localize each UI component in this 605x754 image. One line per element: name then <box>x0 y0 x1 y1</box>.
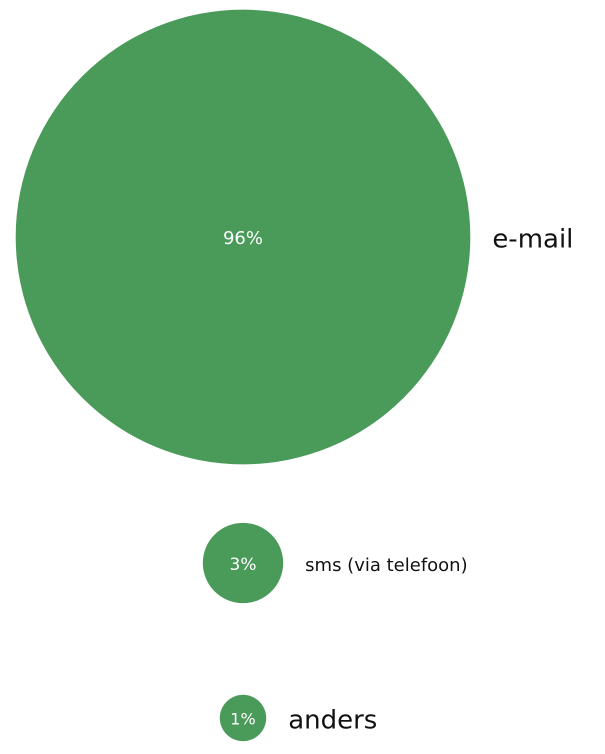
bubble <box>15 9 471 465</box>
category-label: e-mail <box>492 225 573 255</box>
category-label: sms (via telefoon) <box>305 555 467 576</box>
bubble <box>219 694 267 742</box>
value-label: 3% <box>230 555 257 575</box>
bubble <box>202 522 284 604</box>
category-label: anders <box>288 706 377 736</box>
value-label: 96% <box>223 228 263 249</box>
value-label: 1% <box>230 710 255 729</box>
